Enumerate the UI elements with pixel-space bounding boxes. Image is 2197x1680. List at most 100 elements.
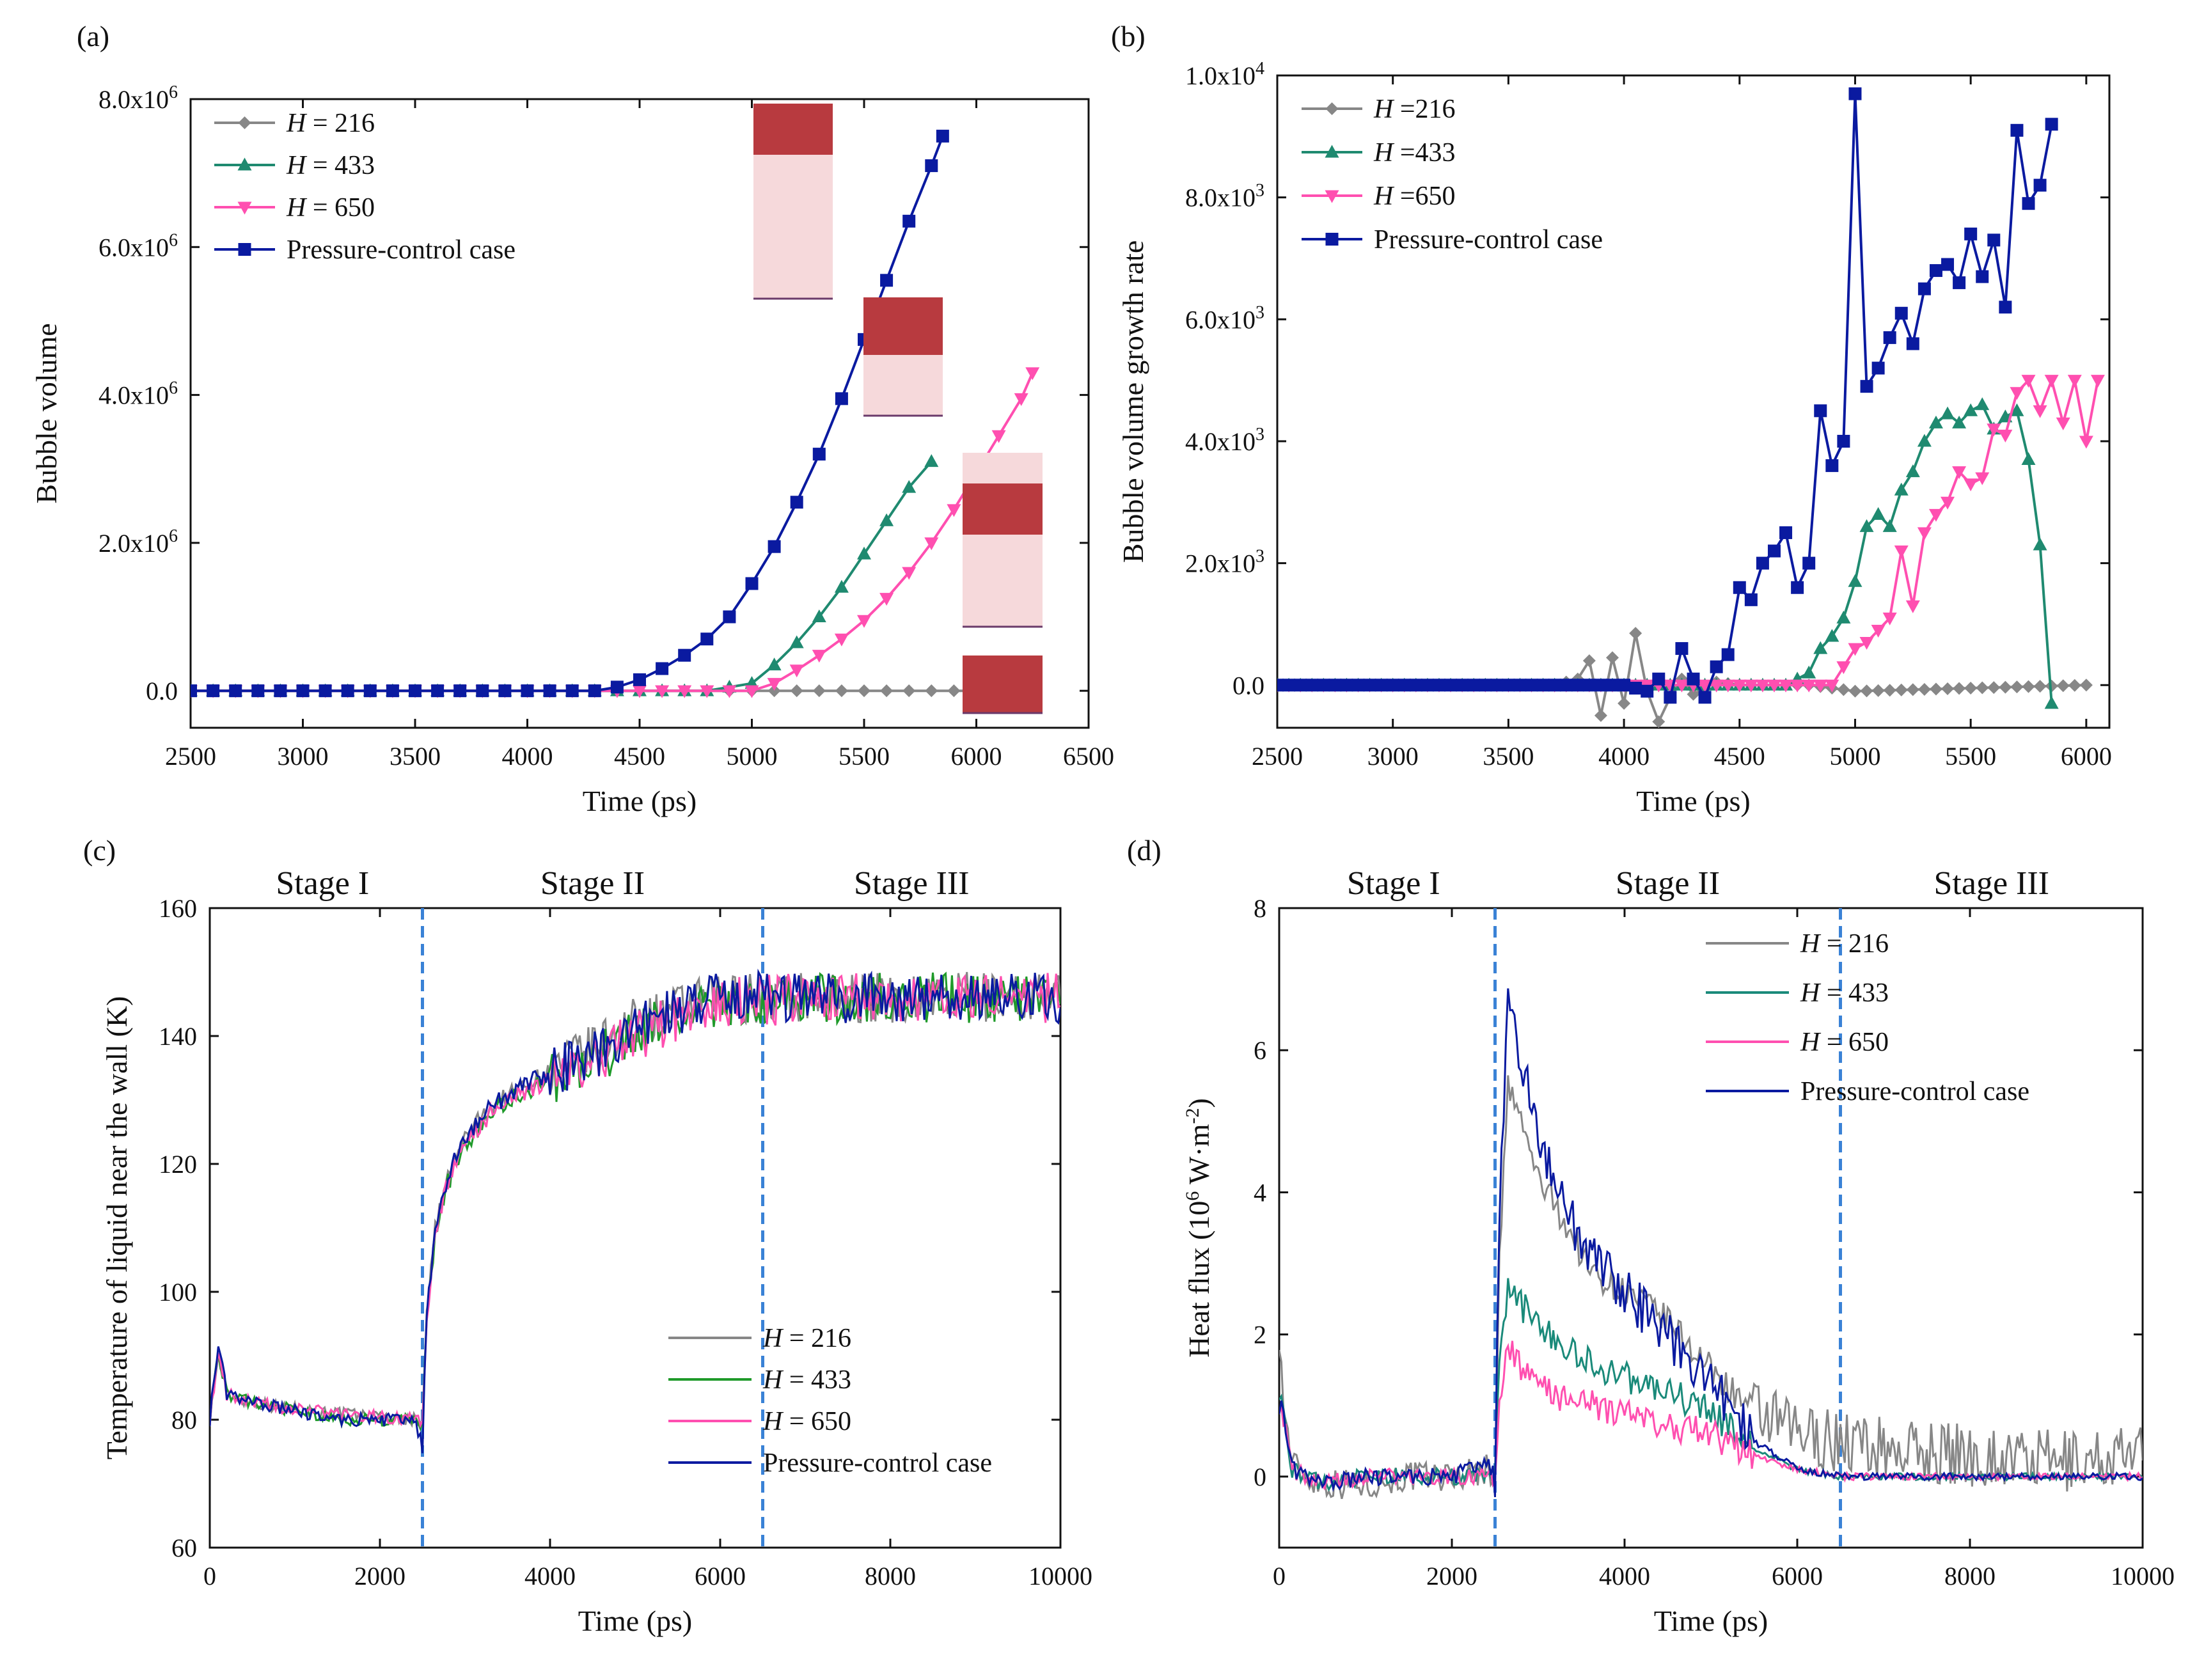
- data-point: [1756, 556, 1769, 570]
- data-point: [1674, 679, 1689, 693]
- data-point: [1513, 679, 1527, 692]
- data-point: [700, 632, 714, 646]
- data-point: [1421, 679, 1434, 692]
- data-point: [633, 685, 647, 698]
- y-tick-base: 4.0x10: [98, 381, 169, 410]
- data-point: [790, 496, 803, 509]
- y-tick-label: 4.0x106: [98, 379, 178, 410]
- series-1: [191, 454, 939, 696]
- x-tick-label: 4000: [524, 1562, 576, 1590]
- legend-text: = 216: [1820, 929, 1889, 959]
- data-point: [1883, 684, 1896, 697]
- data-point: [1928, 415, 1943, 428]
- data-point: [858, 684, 870, 698]
- legend-entry: H = 650: [286, 193, 375, 223]
- series-line: [1279, 1075, 2143, 1500]
- data-point: [1709, 679, 1724, 693]
- panel-a-bubble-volume: (a) 2500 3000 3500 4000 4500 5000 5500 6000 6500 0…: [30, 20, 1114, 817]
- data-point: [1802, 665, 1816, 679]
- data-point: [2033, 537, 2047, 551]
- y-tick-label: 0.0: [146, 677, 178, 705]
- data-point: [812, 684, 826, 698]
- plot-frame: [209, 907, 1062, 1549]
- data-point: [1721, 679, 1735, 693]
- snapshot-light: [963, 453, 1043, 627]
- y-tick-base: 8.0x10: [1185, 184, 1256, 212]
- x-tick-label: 2500: [1252, 742, 1303, 771]
- y-tick-label: 8: [1254, 894, 1266, 923]
- x-tick-label: 8000: [865, 1562, 916, 1590]
- data-point: [947, 504, 961, 517]
- data-point: [1779, 526, 1793, 539]
- series-3: [210, 968, 1060, 1454]
- data-point: [1871, 624, 1886, 638]
- y-tick-label: 120: [159, 1150, 197, 1179]
- data-point: [767, 678, 782, 691]
- data-point: [1652, 715, 1665, 728]
- data-point: [319, 684, 332, 698]
- series-3: [1277, 87, 2058, 704]
- data-point: [1014, 393, 1028, 406]
- data-point: [1432, 679, 1445, 692]
- data-point: [1675, 642, 1689, 656]
- data-point: [1305, 679, 1319, 692]
- data-point: [1999, 680, 2012, 694]
- data-point: [1548, 679, 1561, 692]
- legend-entry: Pressure-control case: [1374, 225, 1603, 255]
- data-point: [902, 214, 916, 228]
- data-point: [1848, 684, 1862, 698]
- data-point: [1836, 610, 1851, 624]
- x-tick-label: 0: [203, 1562, 216, 1590]
- legend-italic: H: [286, 193, 308, 223]
- data-point: [1525, 679, 1538, 692]
- panel-d-heat-flux: (d) 0 2000 4000 6000 8000 10000 0 2 4 6 8 Time (ps) H…: [1127, 834, 2175, 1637]
- panel-b-growth-rate: (b) 2500 3000 3500 4000 4500 5000 5500 6000 0.0 2.…: [1111, 20, 2112, 817]
- data-point: [1952, 466, 1967, 480]
- data-point: [2022, 197, 2035, 210]
- data-point: [1964, 682, 1978, 695]
- data-point: [1652, 672, 1665, 686]
- legend-italic: H: [1373, 95, 1395, 124]
- data-point: [1882, 519, 1897, 532]
- snapshot-dark: [753, 104, 833, 155]
- legend-entry: Pressure-control case: [763, 1448, 992, 1478]
- data-point: [1998, 429, 2013, 443]
- data-point: [1906, 337, 1919, 350]
- data-point: [2056, 417, 2070, 430]
- data-point: [1929, 264, 1942, 278]
- data-point: [834, 633, 849, 647]
- data-point: [1641, 684, 1654, 698]
- y-tick-label: 0: [1254, 1463, 1266, 1491]
- data-point: [879, 513, 894, 526]
- data-point: [1860, 380, 1873, 393]
- legend-marker: [238, 243, 251, 256]
- x-tick-label: 6500: [1063, 742, 1114, 771]
- data-point: [1825, 459, 1839, 473]
- y-tick-label: 2.0x106: [98, 526, 178, 558]
- y-tick-base: 1.0x10: [1185, 61, 1256, 90]
- legend-entry: H = 216: [762, 1324, 851, 1353]
- y-axis-label: Bubble volume: [30, 323, 63, 503]
- legend-marker: [1325, 145, 1339, 158]
- legend-entry: H = 433: [286, 151, 375, 180]
- data-point: [1859, 519, 1874, 532]
- legend-marker: [1325, 233, 1339, 246]
- y-tick-label: 6.0x106: [98, 230, 178, 262]
- series-0: [1277, 627, 2093, 728]
- data-point: [1976, 270, 1989, 283]
- data-point: [2079, 436, 2093, 449]
- y-tick-base: 2.0x10: [98, 529, 169, 558]
- legend-entry: H = 433: [1800, 978, 1889, 1008]
- data-point: [1928, 508, 1943, 522]
- series-line: [210, 968, 1060, 1454]
- legend-entry: H = 650: [762, 1407, 851, 1436]
- stage-label: Stage III: [1934, 865, 2049, 902]
- data-point: [1964, 403, 1978, 416]
- data-point: [790, 684, 803, 698]
- data-point: [2056, 679, 2070, 693]
- data-point: [947, 684, 961, 698]
- stage-label: Stage II: [1616, 865, 1720, 902]
